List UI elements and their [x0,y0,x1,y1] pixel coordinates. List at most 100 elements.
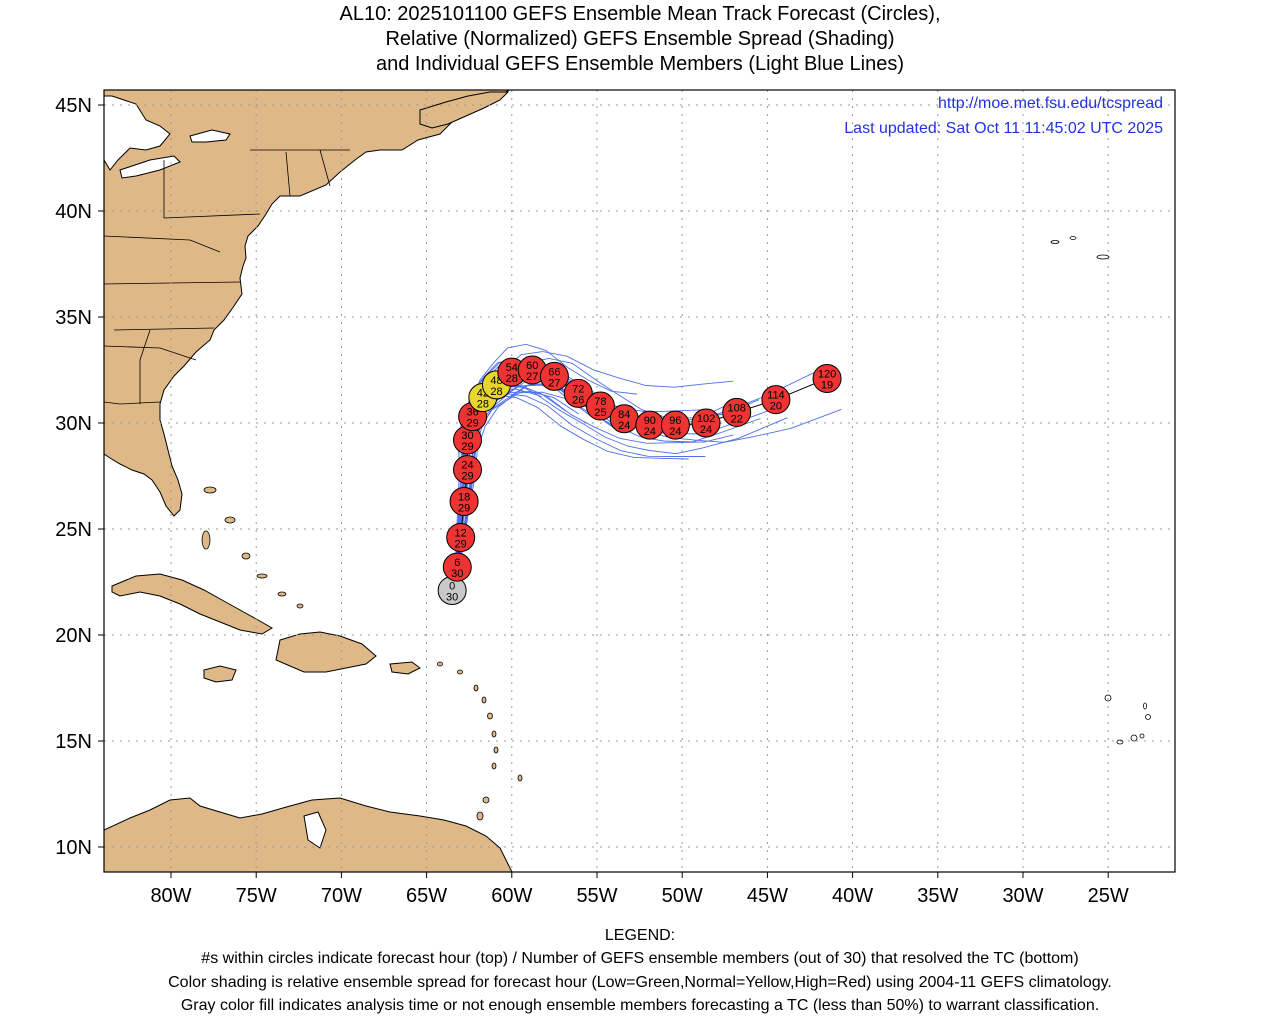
lat-label: 35N [55,307,92,329]
forecast-hour-label: 66 [548,366,560,378]
member-count-label: 29 [461,441,473,453]
axis-ticks [98,104,1109,878]
member-count-label: 30 [446,591,458,603]
land-layer [104,90,1151,872]
forecast-hour-label: 120 [818,368,836,380]
forecast-circle-fill [761,385,791,415]
jamaica [203,665,237,683]
lat-label: 40N [55,201,92,223]
legend-line-2: Color shading is relative ensemble sprea… [168,974,1112,991]
forecast-hour-label: 96 [669,415,681,427]
lat-label: 10N [55,837,92,859]
forecast-hour-label: 18 [458,491,470,503]
forecast-hour-label: 108 [728,402,746,414]
legend-heading: LEGEND: [604,927,676,944]
member-count-label: 24 [618,420,630,432]
lon-label: 75W [236,885,277,907]
lat-label: 25N [55,519,92,541]
legend-line-1: #s within circles indicate forecast hour… [201,950,1079,967]
lon-label: 25W [1088,885,1129,907]
forecast-hour-label: 72 [572,383,584,395]
lon-label: 55W [576,885,617,907]
member-count-label: 19 [821,379,833,391]
great-lakes [104,95,171,171]
forecast-circle-fill [691,408,721,438]
lat-label: 20N [55,625,92,647]
forecast-hour-label: 114 [767,390,785,402]
lake-erie [119,155,181,179]
forecast-hour-label: 78 [594,396,606,408]
forecast-circle-fill [812,363,842,393]
forecast-circle: 630 [442,552,472,582]
forecast-circle-fill [449,486,479,516]
lon-label: 30W [1002,885,1043,907]
puerto-rico [389,661,421,675]
source-url-link[interactable]: http://moe.met.fsu.edu/tcspread [938,95,1163,112]
forecast-circle-fill [452,455,482,485]
lat-label: 45N [55,95,92,117]
member-count-label: 28 [477,399,489,411]
lake-ontario [189,129,231,143]
title-line-2: Relative (Normalized) GEFS Ensemble Spre… [385,28,895,50]
plot-frame [103,89,1176,873]
lat-label: 15N [55,731,92,753]
lon-label: 70W [321,885,362,907]
member-count-label: 24 [669,426,681,438]
lon-label: 45W [747,885,788,907]
member-count-label: 27 [526,371,538,383]
title-line-1: AL10: 2025101100 GEFS Ensemble Mean Trac… [339,3,941,25]
member-count-label: 24 [700,424,712,436]
member-count-label: 24 [644,426,656,438]
member-count-label: 28 [490,386,502,398]
member-count-label: 29 [461,471,473,483]
member-count-label: 25 [594,407,606,419]
lon-label: 40W [832,885,873,907]
lesser-antilles [437,661,523,821]
member-count-label: 26 [572,394,584,406]
member-count-label: 29 [455,538,467,550]
last-updated-text: Last updated: Sat Oct 11 11:45:02 UTC 20… [844,120,1163,137]
member-count-label: 29 [466,418,478,430]
forecast-circle-fill [722,397,752,427]
member-count-label: 20 [770,401,782,413]
lon-label: 65W [406,885,447,907]
maritimes-landmass [419,91,510,129]
forecast-hour-label: 102 [697,413,715,425]
forecast-circle-fill [563,378,593,408]
forecast-circle-fill [539,361,569,391]
member-count-label: 30 [451,568,463,580]
forecast-hour-label: 12 [455,527,467,539]
member-count-label: 29 [458,502,470,514]
hispaniola [275,631,377,673]
forecast-hour-label: 6 [454,557,460,569]
forecast-hour-label: 54 [506,362,518,374]
state-borders [104,149,350,405]
lat-label: 30N [55,413,92,435]
forecast-circle-fill [660,410,690,440]
lake-maracaibo [303,811,327,849]
north-america-landmass [104,90,510,517]
lon-label: 60W [491,885,532,907]
forecast-circle-fill [446,522,476,552]
azores-islands [1050,236,1110,260]
lon-label: 80W [150,885,191,907]
forecast-hour-label: 24 [461,460,473,472]
forecast-circle: 030 [437,575,467,605]
legend-line-3: Gray color fill indicates analysis time … [180,997,1100,1014]
forecast-hour-label: 60 [526,360,538,372]
member-count-label: 22 [731,413,743,425]
